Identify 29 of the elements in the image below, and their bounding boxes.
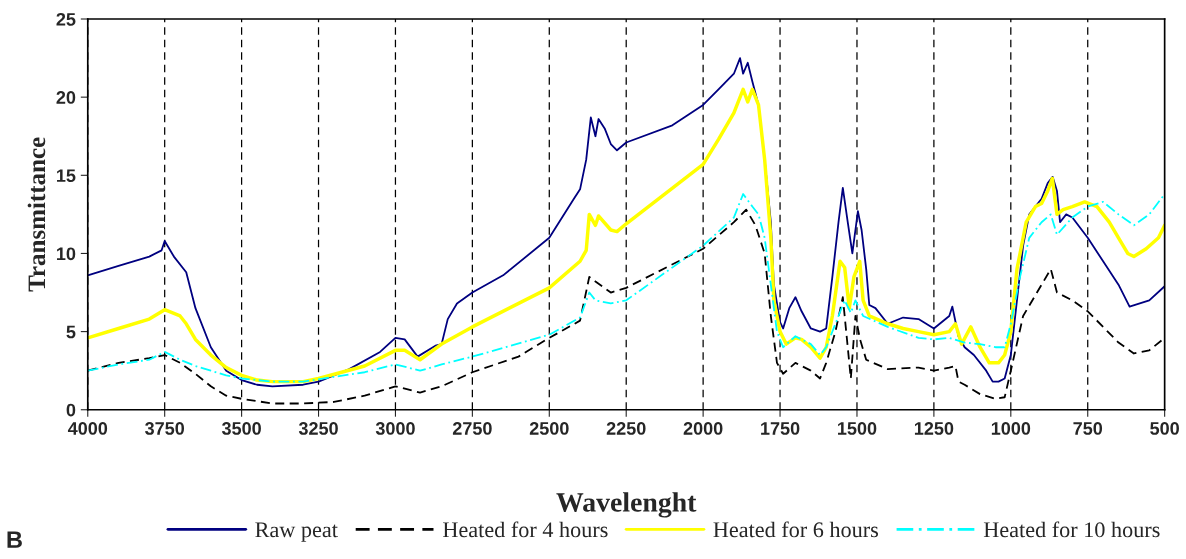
x-tick-label: 1500 [838, 422, 877, 435]
y-tick-label: 20 [56, 91, 76, 104]
x-tick-label: 4000 [67, 422, 108, 435]
y-tick-label: 5 [66, 325, 76, 339]
x-tick-label: 3250 [298, 422, 338, 435]
legend-label: Heated for 10 hours [983, 521, 1160, 538]
x-tick-label: 3500 [221, 422, 261, 435]
x-tick-label: 1000 [991, 422, 1031, 435]
y-tick-label: 25 [56, 12, 76, 26]
text: B [7, 531, 22, 548]
x-tick-label: 1250 [914, 422, 954, 435]
y-axis-title: Transmittance [27, 137, 46, 292]
x-tick-label: 2750 [452, 422, 492, 435]
legend-label: Heated for 6 hours [713, 521, 878, 538]
x-tick-label: 2250 [606, 422, 646, 435]
x-tick-label: 2000 [683, 422, 723, 435]
y-tick-label: 0 [66, 403, 76, 417]
legend-label: Raw peat [255, 522, 338, 542]
x-tick-label: 3000 [375, 422, 415, 435]
x-tick-label: 1750 [761, 422, 800, 435]
x-tick-label: 500 [1150, 422, 1179, 435]
x-tick-label: 750 [1073, 422, 1103, 435]
legend-label: Heated for 4 hours [443, 521, 608, 538]
x-tick-label: 3750 [145, 422, 185, 435]
y-tick-label: 10 [57, 247, 76, 261]
x-tick-label: 2500 [529, 422, 569, 435]
y-tick-label: 15 [57, 169, 76, 183]
line-series [87, 193, 1165, 383]
x-axis-title: Wavelenght [556, 492, 697, 518]
